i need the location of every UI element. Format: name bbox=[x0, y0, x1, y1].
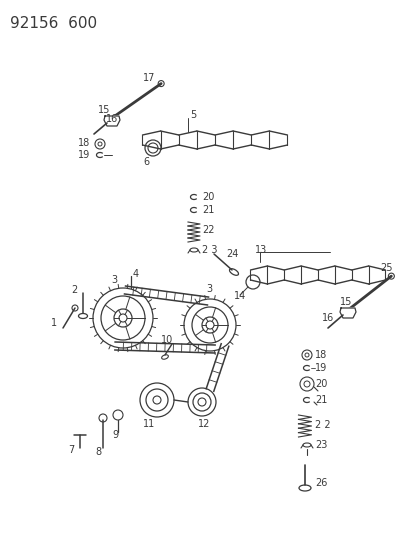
Text: 12: 12 bbox=[197, 419, 210, 429]
Text: 16: 16 bbox=[106, 114, 118, 124]
Text: 24: 24 bbox=[225, 249, 238, 259]
Text: 6: 6 bbox=[142, 157, 149, 167]
Text: 2 2: 2 2 bbox=[314, 420, 330, 430]
Text: 9: 9 bbox=[112, 430, 118, 440]
Text: 92156  600: 92156 600 bbox=[10, 16, 97, 31]
Text: 8: 8 bbox=[95, 447, 101, 457]
Text: 21: 21 bbox=[314, 395, 327, 405]
Text: 22: 22 bbox=[202, 225, 214, 235]
Text: 13: 13 bbox=[254, 245, 267, 255]
Text: 20: 20 bbox=[314, 379, 327, 389]
Text: 15: 15 bbox=[339, 297, 351, 307]
Text: 23: 23 bbox=[314, 440, 327, 450]
Text: 2: 2 bbox=[71, 285, 77, 295]
Text: 16: 16 bbox=[321, 313, 333, 323]
Text: 20: 20 bbox=[202, 192, 214, 202]
Text: 7: 7 bbox=[68, 445, 74, 455]
Text: 17: 17 bbox=[142, 73, 155, 83]
Text: 19: 19 bbox=[78, 150, 90, 160]
Text: 11: 11 bbox=[142, 419, 155, 429]
Text: 3: 3 bbox=[206, 284, 211, 294]
Text: 15: 15 bbox=[98, 105, 110, 115]
Text: 3: 3 bbox=[111, 275, 117, 285]
Text: 18: 18 bbox=[314, 350, 326, 360]
Text: 5: 5 bbox=[190, 110, 196, 120]
Text: 2 3: 2 3 bbox=[202, 245, 217, 255]
Polygon shape bbox=[339, 308, 355, 318]
Text: 25: 25 bbox=[379, 263, 392, 273]
Text: 18: 18 bbox=[78, 138, 90, 148]
Text: 21: 21 bbox=[202, 205, 214, 215]
Text: 14: 14 bbox=[233, 291, 246, 301]
Text: 4: 4 bbox=[133, 269, 139, 279]
Text: 19: 19 bbox=[314, 363, 326, 373]
Text: 1: 1 bbox=[51, 318, 57, 328]
Text: 10: 10 bbox=[161, 335, 173, 345]
Text: 26: 26 bbox=[314, 478, 327, 488]
Polygon shape bbox=[104, 116, 120, 126]
